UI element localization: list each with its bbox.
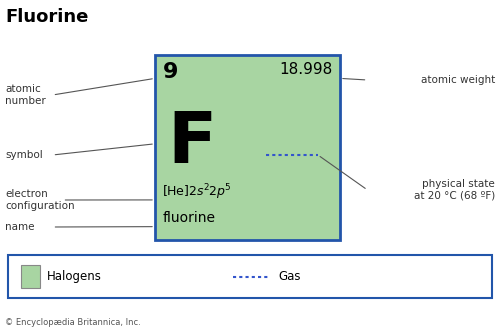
Text: physical state
at 20 °C (68 ºF): physical state at 20 °C (68 ºF) <box>414 179 495 201</box>
Text: atomic
number: atomic number <box>5 84 46 106</box>
Text: fluorine: fluorine <box>162 211 216 225</box>
Text: name: name <box>5 222 34 232</box>
Text: Gas: Gas <box>278 270 300 283</box>
Text: atomic weight: atomic weight <box>421 75 495 85</box>
Text: 9: 9 <box>162 62 178 82</box>
FancyBboxPatch shape <box>20 265 40 288</box>
FancyBboxPatch shape <box>155 55 340 240</box>
Text: Halogens: Halogens <box>47 270 102 283</box>
FancyBboxPatch shape <box>8 255 492 298</box>
Text: 18.998: 18.998 <box>279 62 332 77</box>
Text: © Encyclopædia Britannica, Inc.: © Encyclopædia Britannica, Inc. <box>5 318 141 327</box>
Text: $\mathrm{[He]2}s\mathrm{^22}p\mathrm{^5}$: $\mathrm{[He]2}s\mathrm{^22}p\mathrm{^5}… <box>162 182 232 202</box>
Text: symbol: symbol <box>5 150 43 160</box>
Text: electron
configuration: electron configuration <box>5 189 74 211</box>
Text: Fluorine: Fluorine <box>5 8 88 26</box>
Text: F: F <box>168 109 217 178</box>
